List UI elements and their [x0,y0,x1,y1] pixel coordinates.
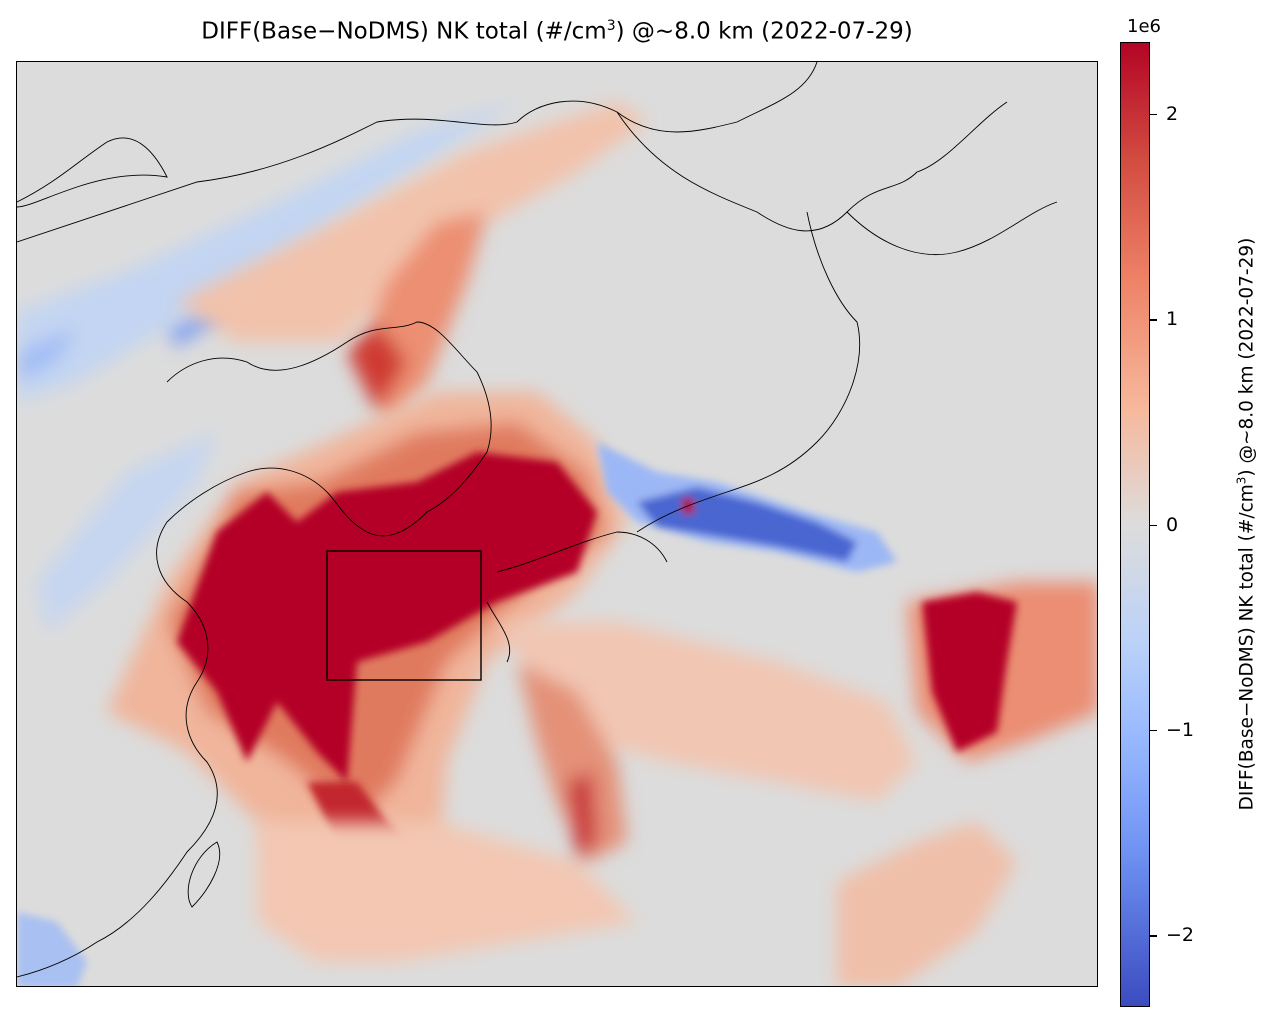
colorbar-label: DIFF(Base−NoDMS) NK total (#/cm3) @~8.0 … [1234,237,1258,811]
colorbar [1120,42,1150,1007]
colorbar-tick-label: −2 [1166,924,1195,947]
colorbar-tick [1150,935,1157,937]
colorbar-tick-label: 2 [1166,102,1179,125]
colorbar-tick [1150,729,1157,732]
colorbar-tick [1150,524,1157,526]
negative-anomaly-west [37,432,217,632]
colorbar-exponent: 1e6 [1127,16,1161,37]
positive-band-north [177,102,647,422]
coastlines [17,62,1058,978]
colorbar-tick-label: 0 [1166,513,1179,536]
negative-anomaly-southwest [17,912,87,986]
colorbar-tick [1150,113,1157,116]
colorbar-tick-label: −1 [1166,718,1195,741]
colorbar-tick [1150,319,1157,321]
highlight-box [326,550,482,681]
colorbar-gradient [1120,42,1150,1007]
map-panel [16,61,1098,987]
colorbar-tick-label: 1 [1166,308,1179,331]
positive-south [257,622,1017,986]
map-field-svg [17,62,1097,986]
positive-east-core [922,592,1017,752]
map-title: DIFF(Base−NoDMS) NK total (#/cm3) @~8.0 … [201,18,913,45]
